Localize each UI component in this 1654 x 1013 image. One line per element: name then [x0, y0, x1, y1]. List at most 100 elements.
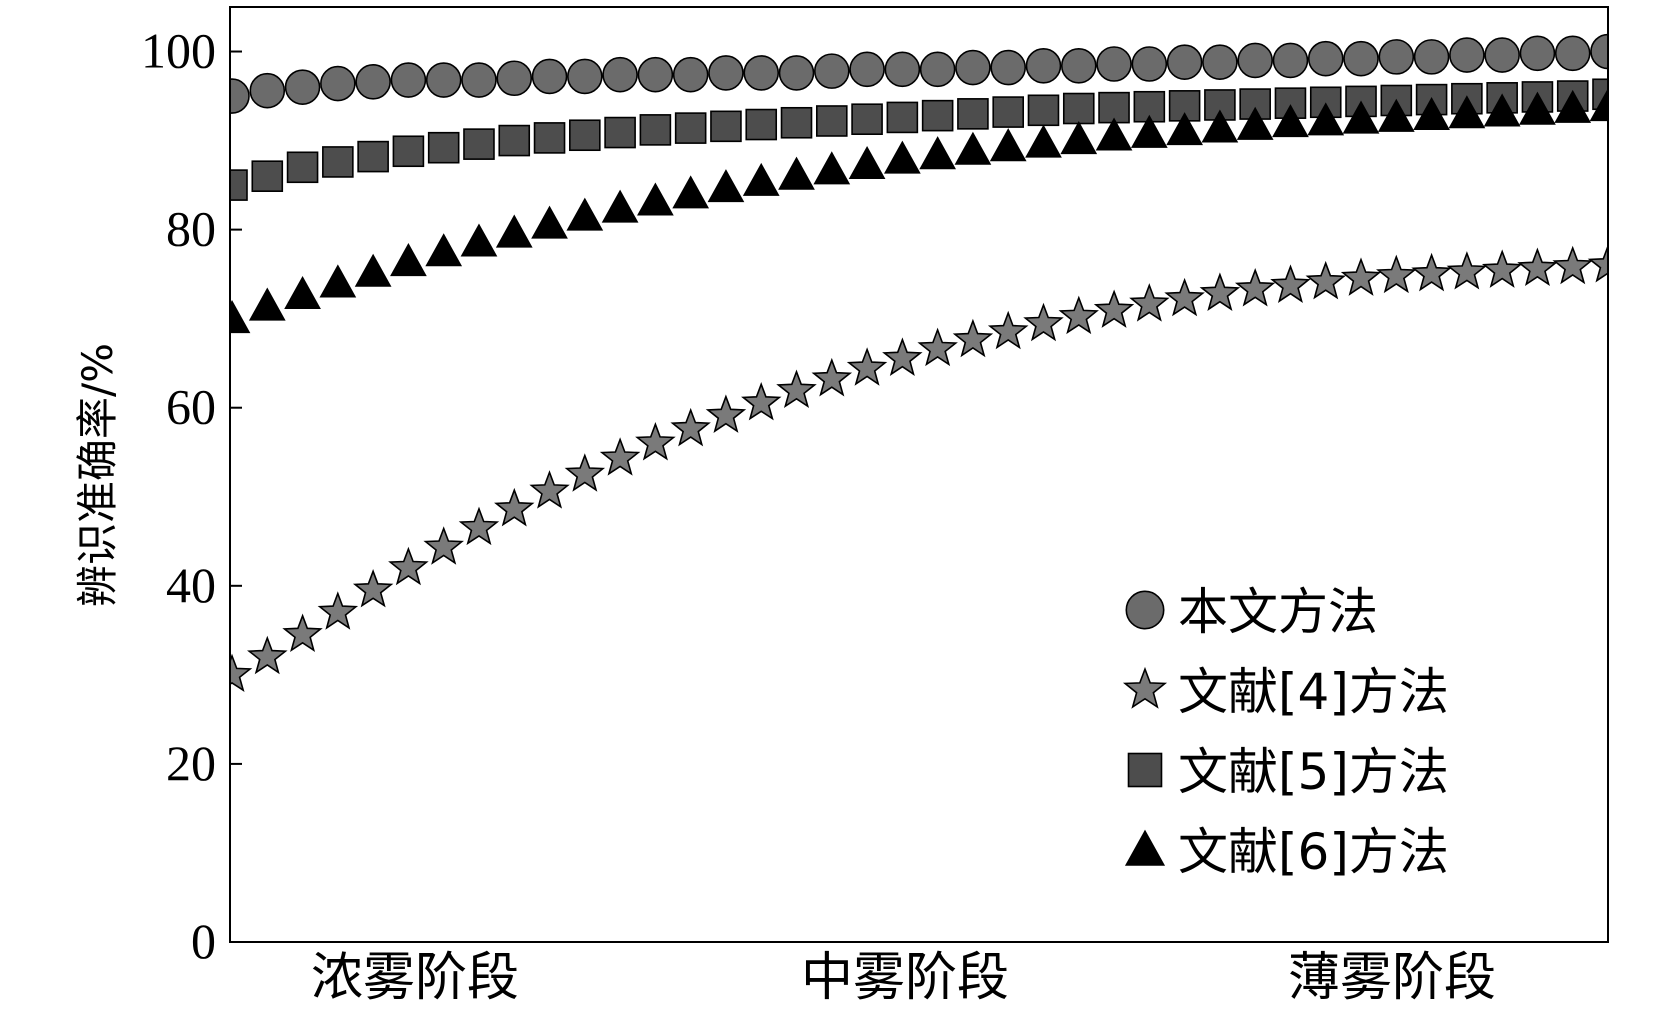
data-point-triangle [1272, 104, 1309, 138]
data-point-triangle [989, 128, 1027, 162]
legend-marker-square [1127, 752, 1163, 788]
data-point-square [1062, 92, 1095, 125]
data-point-triangle [1589, 88, 1608, 122]
legend-item: 本文方法 [1125, 583, 1378, 641]
data-point-star [352, 569, 394, 608]
data-point-square [286, 151, 319, 184]
data-point-triangle [1448, 95, 1486, 129]
series-triangle [230, 88, 1608, 334]
data-point-star [1199, 272, 1241, 311]
data-point-circle [743, 55, 780, 91]
data-point-triangle [1377, 98, 1415, 132]
data-point-star [1587, 243, 1608, 283]
data-point-circle [1590, 33, 1608, 70]
data-point-triangle [460, 223, 498, 257]
data-point-star [1270, 264, 1311, 303]
y-tick-label: 40 [166, 557, 216, 613]
data-point-triangle [319, 264, 357, 298]
data-point-star [741, 382, 782, 421]
legend-label: 文献[6]方法 [1178, 823, 1449, 881]
data-point-circle [884, 51, 921, 88]
data-point-star [776, 369, 817, 409]
data-point-star [882, 337, 923, 376]
data-point-circle [708, 55, 744, 91]
legend-marker-triangle [1124, 829, 1166, 866]
data-point-triangle [1166, 112, 1203, 146]
data-point-triangle [778, 156, 815, 190]
data-point-star [1129, 283, 1170, 322]
data-point-star [388, 546, 429, 586]
data-point-circle [1307, 40, 1344, 77]
data-point-circle [778, 55, 815, 91]
data-point-triangle [354, 253, 392, 287]
series-circle [230, 33, 1608, 114]
data-point-star [705, 394, 747, 433]
data-point-circle [919, 51, 956, 88]
data-point-star [1340, 257, 1382, 296]
y-tick-label: 100 [141, 23, 216, 79]
data-point-triangle [1342, 100, 1380, 134]
data-point-square [392, 135, 425, 168]
data-point-triangle [1307, 102, 1345, 136]
data-point-circle [1060, 47, 1097, 84]
data-point-circle [249, 72, 286, 109]
data-point-triangle [672, 175, 710, 209]
data-point-triangle [601, 189, 639, 223]
data-point-triangle [1413, 96, 1450, 131]
data-point-circle [1449, 37, 1485, 73]
data-point-star [1376, 254, 1417, 294]
legend-label: 文献[5]方法 [1178, 743, 1449, 801]
data-point-star [952, 318, 994, 358]
data-point-triangle [495, 214, 533, 248]
data-point-circle [1413, 39, 1450, 75]
data-point-circle [1202, 44, 1238, 81]
data-point-triangle [284, 275, 321, 310]
data-point-circle [602, 56, 638, 93]
y-axis-label: 辨识准确率/% [73, 343, 122, 607]
data-point-triangle [1201, 109, 1239, 143]
data-point-circle [230, 78, 250, 114]
data-point-star [1093, 289, 1135, 328]
data-point-circle [1519, 35, 1556, 72]
data-point-star [247, 635, 288, 675]
data-point-star [670, 407, 711, 447]
data-point-star [1446, 251, 1488, 290]
data-point-triangle [1095, 117, 1133, 151]
data-point-square [957, 98, 989, 130]
data-point-square [463, 128, 495, 160]
data-point-triangle [230, 300, 251, 334]
data-point-triangle [248, 287, 286, 321]
data-point-square [886, 101, 919, 134]
data-point-star [1517, 247, 1558, 287]
data-point-star [599, 437, 641, 476]
data-point-circle [813, 53, 850, 89]
y-tick-label: 0 [191, 913, 216, 969]
data-point-square [710, 110, 742, 143]
data-point-star [564, 453, 606, 492]
data-point-star [1411, 252, 1452, 292]
data-point-square [533, 122, 566, 154]
data-point-star [987, 310, 1029, 350]
data-point-triangle [566, 197, 604, 231]
y-tick-label: 80 [166, 201, 216, 257]
data-point-triangle [813, 151, 851, 185]
data-point-circle [390, 62, 427, 98]
y-tick-label: 60 [166, 379, 216, 435]
data-point-circle [1272, 42, 1309, 79]
data-point-star [917, 327, 958, 367]
data-point-triangle [425, 233, 463, 267]
data-point-square [639, 114, 672, 146]
plot-frame [229, 6, 1609, 943]
data-point-square [498, 124, 531, 157]
data-point-square [569, 119, 601, 152]
data-point-circle [284, 69, 321, 105]
data-point-circle [496, 60, 533, 97]
data-point-triangle [1519, 91, 1556, 125]
data-point-square [604, 116, 636, 149]
data-point-star [282, 613, 323, 653]
data-point-star [846, 347, 888, 386]
data-point-circle [567, 58, 603, 95]
data-point-circle [1096, 46, 1132, 82]
data-point-triangle [742, 162, 780, 196]
